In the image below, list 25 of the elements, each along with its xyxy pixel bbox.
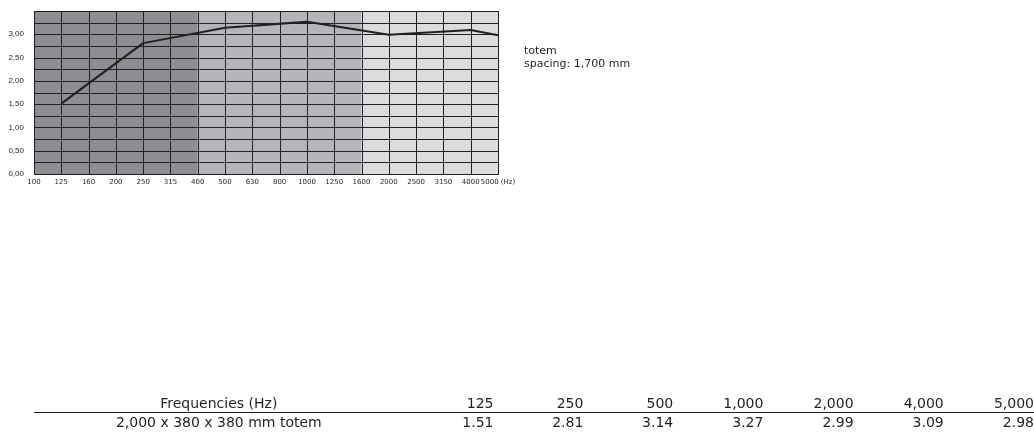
y-tick-label: 1,50 xyxy=(8,99,25,109)
text: 3.09 xyxy=(911,413,944,431)
text: 4,000 xyxy=(853,394,944,413)
text: 2.99 xyxy=(821,413,854,431)
text: 2.81 xyxy=(551,413,584,431)
text: 2.98 xyxy=(1001,413,1034,431)
text: spacing: 1,700 mm xyxy=(524,57,631,70)
y-tick-label: 3,00 xyxy=(8,29,25,39)
text: Frequencies (Hz) xyxy=(34,394,404,413)
text: 250 xyxy=(493,394,584,413)
y-tick-label: 0,50 xyxy=(8,145,25,155)
text: 5,000 xyxy=(943,394,1034,413)
text: 2,000 xyxy=(763,394,854,413)
text: 2,000 x 380 x 380 mm totem xyxy=(114,413,323,431)
y-tick-label: 0,00 xyxy=(8,169,25,179)
y-tick-label: 2,50 xyxy=(8,52,25,62)
y-tick-label: 2,00 xyxy=(8,76,25,86)
text: totem xyxy=(524,44,558,57)
text: 125 xyxy=(403,394,494,413)
text: 1,000 xyxy=(673,394,764,413)
text: 1.51 xyxy=(461,413,494,431)
text: 3.14 xyxy=(641,413,674,431)
text: 500 xyxy=(583,394,674,413)
y-tick-label: 1,00 xyxy=(8,122,25,132)
text: 3.27 xyxy=(731,413,764,431)
